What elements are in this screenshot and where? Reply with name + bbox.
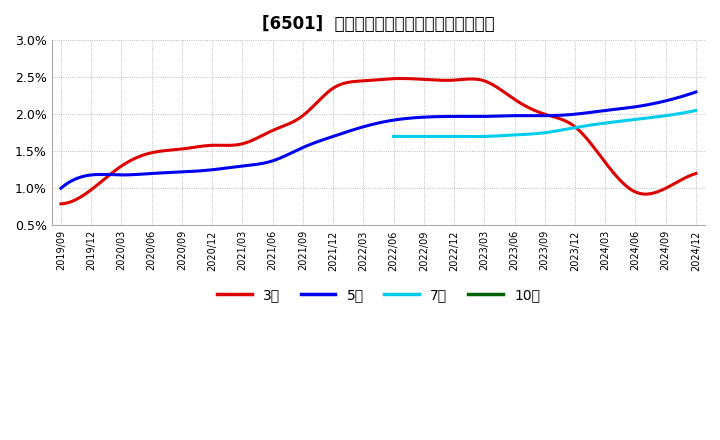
Legend: 3年, 5年, 7年, 10年: 3年, 5年, 7年, 10年 — [211, 282, 546, 307]
Title: [6501]  経常利益マージンの標準偏差の推移: [6501] 経常利益マージンの標準偏差の推移 — [262, 15, 495, 33]
